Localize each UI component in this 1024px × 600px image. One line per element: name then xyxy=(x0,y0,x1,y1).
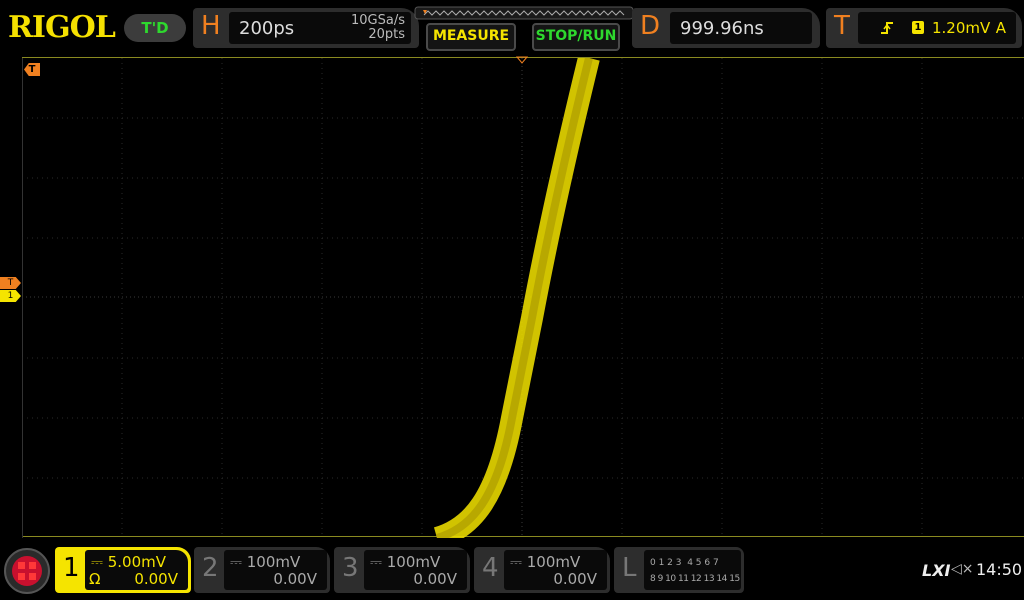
channel-number: 1 xyxy=(63,553,80,583)
channel-2-panel[interactable]: 2 ⎓ 100mV 0.00V xyxy=(194,547,330,593)
channel-number: 4 xyxy=(482,553,499,583)
clock: 14:50 xyxy=(976,560,1023,579)
trigger-panel[interactable]: T 1 1.20mV A xyxy=(826,8,1022,48)
rising-edge-icon xyxy=(881,22,893,34)
channel-scale: ⎓ 100mV xyxy=(510,553,581,571)
channel-3-panel[interactable]: 3 ⎓ 100mV 0.00V xyxy=(334,547,470,593)
sample-rate: 10GSa/s xyxy=(351,13,405,28)
trigger-time-marker[interactable]: T xyxy=(24,63,40,76)
logic-panel[interactable]: L 0 1 2 3 4 5 6 7 8 9 10 11 12 13 14 15 xyxy=(614,547,744,593)
channel-number: 3 xyxy=(342,553,359,583)
timebase: 200ps xyxy=(239,18,295,39)
trigger-source: 1 xyxy=(912,21,924,34)
menu-button[interactable] xyxy=(4,548,50,594)
channel-offset: 0.00V xyxy=(553,570,597,588)
waveform-overview[interactable] xyxy=(414,6,634,20)
mode-badge[interactable]: T'D xyxy=(124,14,186,42)
logic-channels-row1: 0 1 2 3 4 5 6 7 xyxy=(650,558,719,568)
ch1-offset-marker[interactable]: 1 xyxy=(0,290,21,302)
ch1-waveform xyxy=(433,58,600,538)
horizontal-panel[interactable]: H 200ps 10GSa/s 20pts xyxy=(193,8,419,48)
channel-offset: 0.00V xyxy=(273,570,317,588)
lxi-icon[interactable]: LXI xyxy=(922,561,951,580)
horizontal-letter: H xyxy=(201,11,221,41)
channel-offset: 0.00V xyxy=(134,570,178,588)
delay-value: 999.96ns xyxy=(680,18,764,39)
logic-channels-row2: 8 9 10 11 12 13 14 15 xyxy=(650,574,740,584)
measure-button[interactable]: MEASURE xyxy=(426,23,516,51)
rigol-logo: RIGOL xyxy=(8,10,116,45)
channel-1-panel[interactable]: 1 ⎓ 5.00mV Ω 0.00V xyxy=(55,547,191,593)
waveform-grid[interactable] xyxy=(22,57,1024,538)
trigger-position-marker[interactable] xyxy=(516,56,528,64)
channel-number: 2 xyxy=(202,553,219,583)
trigger-letter: T xyxy=(834,11,850,41)
channel-scale: ⎓ 100mV xyxy=(230,553,301,571)
logic-letter: L xyxy=(622,553,637,583)
channel-4-panel[interactable]: 4 ⎓ 100mV 0.00V xyxy=(474,547,610,593)
grid-menu-icon xyxy=(12,556,42,586)
stop-run-button[interactable]: STOP/RUN xyxy=(532,23,620,51)
memory-depth: 20pts xyxy=(368,27,405,42)
channel-offset: 0.00V xyxy=(413,570,457,588)
trigger-level: 1.20mV xyxy=(932,19,991,37)
channel-scale: ⎓ 5.00mV xyxy=(91,553,167,571)
delay-panel[interactable]: D 999.96ns xyxy=(632,8,820,48)
trigger-mode: A xyxy=(995,19,1006,37)
delay-letter: D xyxy=(640,11,661,41)
sound-muted-icon[interactable]: ◁× xyxy=(951,561,974,577)
trigger-level-marker[interactable]: T xyxy=(0,277,21,289)
channel-scale: ⎓ 100mV xyxy=(370,553,441,571)
impedance: Ω xyxy=(89,570,101,588)
